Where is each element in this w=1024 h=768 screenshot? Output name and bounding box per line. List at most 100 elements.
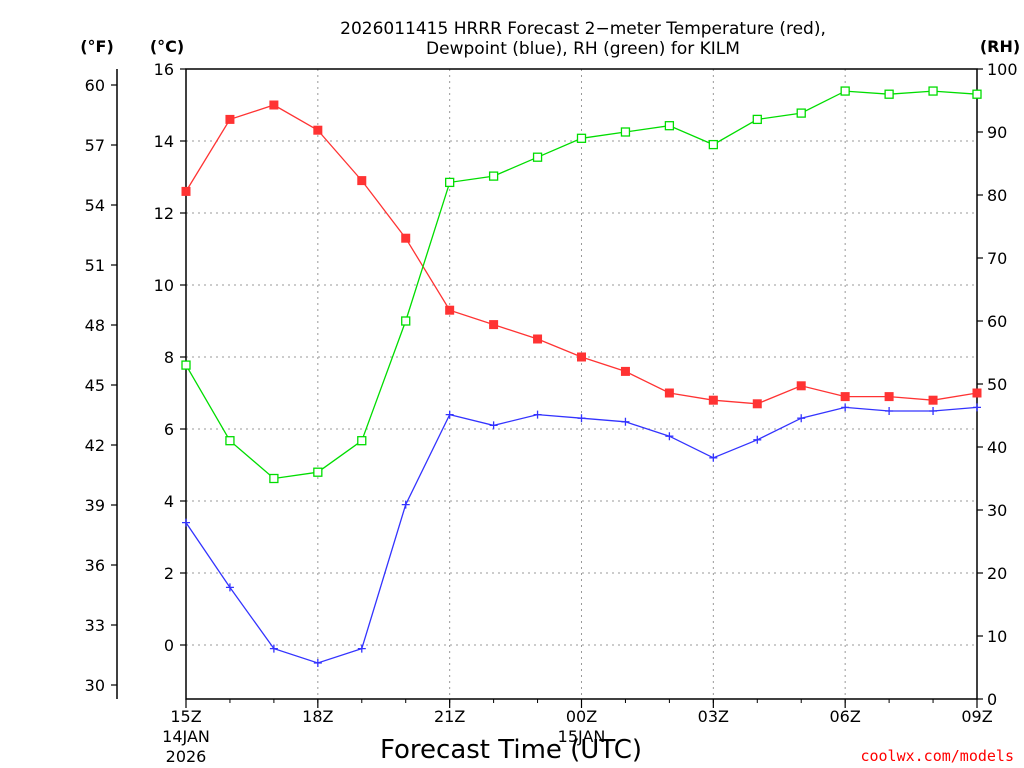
x-tick-date: 15JAN bbox=[558, 727, 606, 746]
dewpoint-point bbox=[533, 410, 542, 419]
rh-tick-label: 40 bbox=[987, 438, 1007, 457]
celsius-tick-label: 10 bbox=[154, 276, 174, 295]
temperature-point bbox=[796, 381, 806, 391]
temperature-point bbox=[664, 388, 674, 398]
celsius-tick-label: 0 bbox=[164, 636, 174, 655]
chart-title-line-2: Dewpoint (blue), RH (green) for KILM bbox=[426, 39, 740, 59]
temperature-point bbox=[884, 392, 894, 402]
rh-tick-label: 10 bbox=[987, 627, 1007, 646]
celsius-tick-label: 14 bbox=[154, 132, 174, 151]
dewpoint-point bbox=[665, 432, 674, 441]
rh-point bbox=[269, 473, 279, 484]
rh-point bbox=[532, 152, 543, 162]
temperature-point bbox=[840, 392, 850, 402]
rh-point bbox=[357, 436, 367, 446]
rh-point bbox=[752, 114, 762, 125]
fahrenheit-unit-label: (°F) bbox=[80, 37, 114, 56]
x-axis-label: Forecast Time (UTC) bbox=[380, 735, 642, 765]
fahrenheit-tick-label: 39 bbox=[85, 496, 105, 515]
dewpoint-point bbox=[753, 435, 762, 444]
fahrenheit-tick-label: 42 bbox=[85, 436, 105, 455]
rh-point bbox=[313, 467, 323, 477]
temperature-point bbox=[620, 366, 630, 376]
temperature-point bbox=[313, 125, 323, 135]
celsius-tick-label: 2 bbox=[164, 564, 174, 583]
temperature-point bbox=[708, 395, 718, 405]
temperature-point bbox=[181, 186, 191, 196]
x-tick-label: 00Z bbox=[566, 707, 597, 726]
credit-text: coolwx.com/models bbox=[860, 747, 1014, 765]
dewpoint-point bbox=[489, 421, 498, 430]
x-tick-label: 03Z bbox=[698, 707, 729, 726]
rh-point bbox=[488, 171, 499, 181]
dewpoint-point bbox=[357, 644, 366, 653]
dewpoint-point bbox=[621, 417, 630, 426]
x-tick-label: 18Z bbox=[302, 707, 333, 726]
chart-title-line-1: 2026011415 HRRR Forecast 2−meter Tempera… bbox=[340, 19, 826, 39]
temperature-point bbox=[533, 334, 543, 344]
fahrenheit-tick-label: 54 bbox=[85, 196, 105, 215]
celsius-unit-label: (°C) bbox=[150, 37, 184, 56]
temperature-point bbox=[445, 305, 455, 315]
celsius-tick-label: 6 bbox=[164, 420, 174, 439]
x-tick-year: 2026 bbox=[166, 747, 207, 766]
temperature-point bbox=[401, 233, 411, 243]
rh-point bbox=[225, 436, 235, 446]
rh-tick-label: 30 bbox=[987, 501, 1007, 520]
fahrenheit-tick-label: 33 bbox=[85, 616, 105, 635]
rh-point bbox=[576, 133, 587, 143]
rh-point bbox=[181, 360, 191, 370]
rh-point bbox=[401, 316, 411, 326]
rh-unit-label: (RH) bbox=[980, 37, 1020, 56]
temperature-point bbox=[577, 352, 586, 362]
axis-ticks: 0 2 4 6 8 10 12 14 16 30 33 36 39 42 45 48 51 54 57 60 0 10 20… bbox=[85, 60, 1018, 766]
rh-tick-label: 60 bbox=[987, 312, 1007, 331]
x-tick-label: 21Z bbox=[434, 707, 465, 726]
celsius-tick-label: 8 bbox=[164, 348, 174, 367]
dewpoint-point bbox=[445, 410, 454, 419]
fahrenheit-tick-label: 30 bbox=[85, 676, 105, 695]
rh-point bbox=[664, 121, 675, 131]
temperature-point bbox=[357, 176, 367, 186]
celsius-tick-label: 4 bbox=[164, 492, 174, 511]
rh-tick-label: 50 bbox=[987, 375, 1007, 394]
x-tick-label: 09Z bbox=[961, 707, 992, 726]
fahrenheit-tick-label: 48 bbox=[85, 316, 105, 335]
fahrenheit-tick-label: 57 bbox=[85, 136, 105, 155]
dewpoint-point bbox=[313, 659, 322, 667]
x-tick-label: 06Z bbox=[830, 707, 861, 726]
rh-point bbox=[972, 89, 982, 99]
rh-tick-label: 20 bbox=[987, 564, 1007, 583]
rh-point bbox=[928, 86, 938, 96]
rh-point bbox=[840, 86, 850, 96]
rh-point bbox=[445, 177, 455, 188]
temperature-point bbox=[269, 100, 279, 110]
fahrenheit-tick-label: 45 bbox=[85, 376, 105, 395]
x-tick-label: 15Z bbox=[170, 707, 201, 726]
rh-tick-label: 70 bbox=[987, 249, 1007, 268]
dewpoint-point bbox=[797, 414, 806, 423]
dewpoint-point bbox=[841, 403, 850, 412]
rh-point bbox=[708, 139, 718, 150]
rh-tick-label: 0 bbox=[987, 690, 997, 709]
x-tick-date: 14JAN bbox=[162, 727, 210, 746]
rh-tick-label: 100 bbox=[987, 60, 1018, 79]
dewpoint-point bbox=[182, 518, 190, 527]
rh-point bbox=[884, 89, 894, 99]
temperature-point bbox=[752, 399, 762, 409]
temperature-point bbox=[972, 388, 982, 398]
rh-point bbox=[796, 108, 806, 118]
celsius-tick-label: 16 bbox=[154, 60, 174, 79]
fahrenheit-tick-label: 60 bbox=[85, 76, 105, 95]
temperature-point bbox=[928, 395, 938, 405]
dewpoint-point bbox=[269, 644, 278, 653]
dewpoint-point bbox=[577, 414, 586, 423]
temperature-point bbox=[225, 114, 235, 124]
celsius-tick-label: 12 bbox=[154, 204, 174, 223]
rh-tick-label: 90 bbox=[987, 123, 1007, 142]
rh-tick-label: 80 bbox=[987, 186, 1007, 205]
dewpoint-point bbox=[885, 407, 894, 415]
fahrenheit-tick-label: 51 bbox=[85, 256, 105, 275]
rh-point bbox=[620, 127, 631, 137]
